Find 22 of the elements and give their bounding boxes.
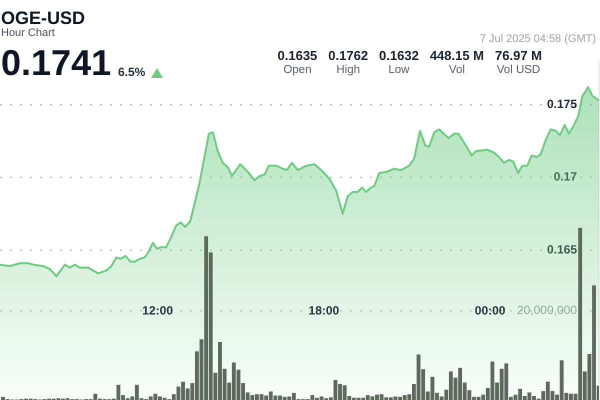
- annotation: 448.15 M: [430, 48, 484, 63]
- annotation: Low: [388, 64, 410, 76]
- x-tick-label: 18:00: [308, 303, 340, 318]
- annotation: 76.97 M: [495, 48, 542, 63]
- annotation: Vol: [448, 64, 465, 76]
- annotation: 0.1632: [379, 48, 419, 63]
- y-tick-label: 0.165: [546, 242, 578, 256]
- annotation: 0.1741: [1, 42, 112, 83]
- text: 7 Jul 2025 04:58 (GMT): [480, 33, 596, 45]
- y2-tick-label: 20,000,000: [516, 303, 578, 318]
- chart-subtitle: Hour Chart: [1, 27, 55, 40]
- x-tick-label: 12:00: [142, 303, 174, 318]
- y-tick-label: 0.17: [554, 170, 578, 184]
- annotation: 6.5%: [118, 65, 146, 79]
- x-tick-label: 00:00: [474, 303, 506, 318]
- annotation: Open: [283, 64, 312, 76]
- annotation: 0.1635: [278, 48, 318, 63]
- annotation: Vol USD: [496, 64, 540, 76]
- annotation: High: [336, 64, 360, 76]
- annotation: 0.1762: [328, 48, 368, 63]
- chart-title: OGE-USD: [1, 8, 86, 28]
- y-tick-label: 0.175: [546, 96, 578, 111]
